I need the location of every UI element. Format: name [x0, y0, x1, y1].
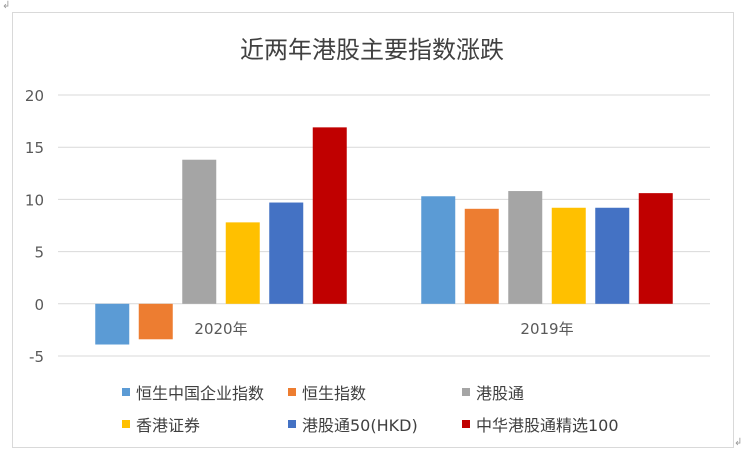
y-tick-label: 15 — [25, 139, 44, 157]
bar — [551, 207, 586, 304]
bar — [421, 196, 456, 304]
legend-swatch — [122, 388, 130, 396]
legend-label: 港股通50(HKD) — [302, 416, 418, 435]
bar — [182, 159, 217, 304]
legend-swatch — [462, 420, 470, 428]
legend-label: 中华港股通精选100 — [476, 416, 619, 435]
legend-label: 恒生中国企业指数 — [136, 384, 265, 403]
legend-item: 港股通 — [462, 380, 524, 404]
legend-swatch — [462, 388, 470, 396]
legend-item: 香港证券 — [122, 412, 200, 436]
paragraph-mark-icon: ↲ — [2, 0, 11, 11]
bar — [225, 222, 260, 304]
legend-label: 港股通 — [476, 384, 525, 403]
x-category-label: 2020年 — [194, 320, 247, 338]
y-tick-label: 10 — [25, 191, 44, 209]
bar — [138, 303, 173, 340]
bar — [595, 207, 630, 304]
bar — [464, 208, 499, 304]
x-category-label: 2019年 — [520, 320, 573, 338]
bar — [508, 191, 543, 304]
legend-item: 恒生中国企业指数 — [122, 380, 264, 404]
bar — [638, 193, 673, 304]
bar — [312, 127, 347, 304]
y-tick-label: 0 — [34, 296, 44, 314]
legend-label: 恒生指数 — [302, 384, 367, 403]
legend-item: 恒生指数 — [288, 380, 366, 404]
legend-item: 港股通50(HKD) — [288, 412, 418, 436]
legend-swatch — [288, 388, 296, 396]
paragraph-mark-icon: ↲ — [734, 437, 743, 448]
y-tick-label: 5 — [34, 244, 44, 262]
bar — [95, 303, 130, 345]
chart-title: 近两年港股主要指数涨跌 — [240, 36, 504, 64]
legend-swatch — [122, 420, 130, 428]
legend-item: 中华港股通精选100 — [462, 412, 619, 436]
bar — [269, 202, 304, 304]
y-tick-label: -5 — [29, 348, 44, 366]
legend-swatch — [288, 420, 296, 428]
y-tick-label: 20 — [25, 87, 44, 105]
legend-label: 香港证券 — [136, 416, 201, 435]
